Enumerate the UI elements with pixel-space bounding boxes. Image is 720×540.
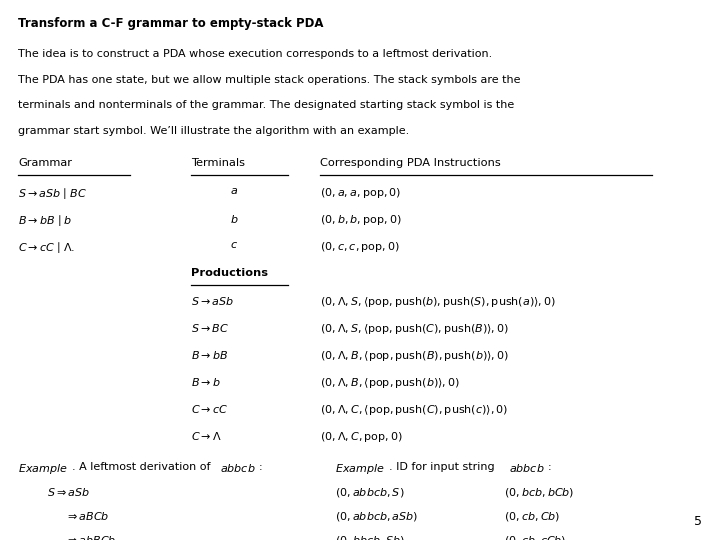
Text: $\mathit{Example}$: $\mathit{Example}$ bbox=[18, 462, 68, 476]
Text: $\mathit{Example}$: $\mathit{Example}$ bbox=[335, 462, 384, 476]
Text: $C \rightarrow cC$: $C \rightarrow cC$ bbox=[191, 403, 228, 415]
Text: $(0, c, c, \mathrm{pop}, 0)$: $(0, c, c, \mathrm{pop}, 0)$ bbox=[320, 240, 400, 254]
Text: $\Rightarrow abBCb$: $\Rightarrow abBCb$ bbox=[65, 534, 116, 540]
Text: $(0, \Lambda, S, \langle\mathrm{pop}, \mathrm{push}(b), \mathrm{push}(S), \mathr: $(0, \Lambda, S, \langle\mathrm{pop}, \m… bbox=[320, 295, 557, 309]
Text: $B \rightarrow b$: $B \rightarrow b$ bbox=[191, 376, 220, 388]
Text: $(0, abbcb, aSb)$: $(0, abbcb, aSb)$ bbox=[335, 510, 418, 523]
Text: Grammar: Grammar bbox=[18, 158, 72, 168]
Text: $\Rightarrow aBCb$: $\Rightarrow aBCb$ bbox=[65, 510, 109, 522]
Text: $c$: $c$ bbox=[230, 240, 238, 250]
Text: $b$: $b$ bbox=[230, 213, 239, 225]
Text: $S \rightarrow aSb$: $S \rightarrow aSb$ bbox=[191, 295, 234, 307]
Text: $(0, cb, cCb)$: $(0, cb, cCb)$ bbox=[504, 534, 567, 540]
Text: $B \rightarrow bB \mid b$: $B \rightarrow bB \mid b$ bbox=[18, 213, 73, 228]
Text: . A leftmost derivation of: . A leftmost derivation of bbox=[72, 462, 214, 472]
Text: $\mathit{abbcb}$: $\mathit{abbcb}$ bbox=[509, 462, 544, 474]
Text: terminals and nonterminals of the grammar. The designated starting stack symbol : terminals and nonterminals of the gramma… bbox=[18, 100, 514, 111]
Text: $S \Rightarrow aSb$: $S \Rightarrow aSb$ bbox=[47, 486, 90, 498]
Text: $S \rightarrow aSb \mid BC$: $S \rightarrow aSb \mid BC$ bbox=[18, 186, 87, 201]
Text: $(0, bcb, bCb)$: $(0, bcb, bCb)$ bbox=[504, 486, 575, 499]
Text: $(0, \Lambda, C, \langle\mathrm{pop}, \mathrm{push}(C), \mathrm{push}(c)\rangle,: $(0, \Lambda, C, \langle\mathrm{pop}, \m… bbox=[320, 403, 509, 417]
Text: $C \rightarrow cC \mid \Lambda.$: $C \rightarrow cC \mid \Lambda.$ bbox=[18, 240, 75, 255]
Text: 5: 5 bbox=[694, 515, 702, 528]
Text: Transform a C-F grammar to empty-stack PDA: Transform a C-F grammar to empty-stack P… bbox=[18, 17, 323, 30]
Text: $(0, a, a, \mathrm{pop}, 0)$: $(0, a, a, \mathrm{pop}, 0)$ bbox=[320, 186, 402, 200]
Text: $C \rightarrow \Lambda$: $C \rightarrow \Lambda$ bbox=[191, 430, 222, 442]
Text: $(0, abbcb, S)$: $(0, abbcb, S)$ bbox=[335, 486, 404, 499]
Text: $\mathit{abbcb}$: $\mathit{abbcb}$ bbox=[220, 462, 255, 474]
Text: . ID for input string: . ID for input string bbox=[389, 462, 498, 472]
Text: Terminals: Terminals bbox=[191, 158, 245, 168]
Text: :: : bbox=[548, 462, 552, 472]
Text: Corresponding PDA Instructions: Corresponding PDA Instructions bbox=[320, 158, 501, 168]
Text: $(0, \Lambda, S, \langle\mathrm{pop}, \mathrm{push}(C), \mathrm{push}(B)\rangle,: $(0, \Lambda, S, \langle\mathrm{pop}, \m… bbox=[320, 322, 510, 336]
Text: $S \rightarrow BC$: $S \rightarrow BC$ bbox=[191, 322, 229, 334]
Text: $(0, cb, Cb)$: $(0, cb, Cb)$ bbox=[504, 510, 560, 523]
Text: $(0, bbcb, Sb)$: $(0, bbcb, Sb)$ bbox=[335, 534, 405, 540]
Text: The PDA has one state, but we allow multiple stack operations. The stack symbols: The PDA has one state, but we allow mult… bbox=[18, 75, 521, 85]
Text: $(0, \Lambda, B, \langle\mathrm{pop}, \mathrm{push}(b)\rangle, 0)$: $(0, \Lambda, B, \langle\mathrm{pop}, \m… bbox=[320, 376, 460, 390]
Text: $a$: $a$ bbox=[230, 186, 238, 196]
Text: $B \rightarrow bB$: $B \rightarrow bB$ bbox=[191, 349, 228, 361]
Text: :: : bbox=[258, 462, 262, 472]
Text: The idea is to construct a PDA whose execution corresponds to a leftmost derivat: The idea is to construct a PDA whose exe… bbox=[18, 49, 492, 59]
Text: $(0, b, b, \mathrm{pop}, 0)$: $(0, b, b, \mathrm{pop}, 0)$ bbox=[320, 213, 402, 227]
Text: Productions: Productions bbox=[191, 268, 268, 278]
Text: $(0, \Lambda, B, \langle\mathrm{pop}, \mathrm{push}(B), \mathrm{push}(b)\rangle,: $(0, \Lambda, B, \langle\mathrm{pop}, \m… bbox=[320, 349, 509, 363]
Text: $(0, \Lambda, C, \mathrm{pop}, 0)$: $(0, \Lambda, C, \mathrm{pop}, 0)$ bbox=[320, 430, 403, 444]
Text: grammar start symbol. We’ll illustrate the algorithm with an example.: grammar start symbol. We’ll illustrate t… bbox=[18, 126, 409, 137]
